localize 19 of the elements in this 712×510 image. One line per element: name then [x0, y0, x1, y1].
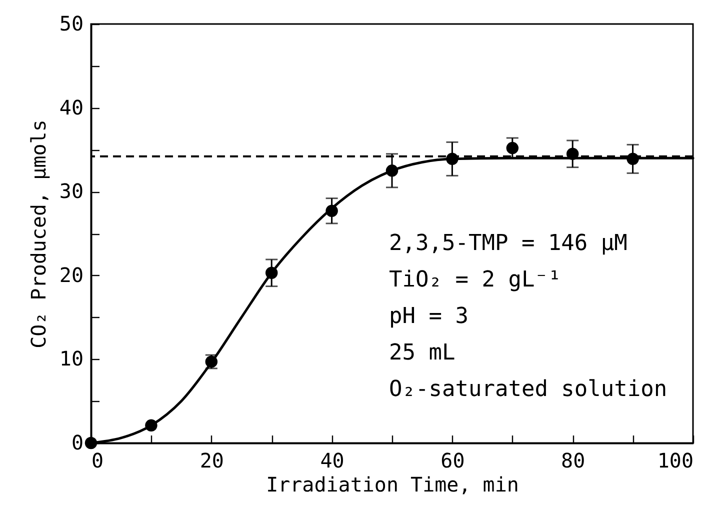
annotation: 2,3,5-TMP = 146 µM	[389, 231, 628, 256]
x-tick-label: 20	[200, 448, 224, 472]
y-tick-label: 50	[59, 12, 84, 36]
y-tick-label: 30	[59, 179, 84, 204]
y-tick-label: 20	[59, 262, 84, 287]
y-tick-label: 10	[59, 346, 84, 371]
x-tick-label: 80	[561, 448, 586, 472]
x-tick-label: 100	[657, 448, 694, 472]
y-axis-title: CO₂ Produced, µmols	[26, 120, 50, 348]
x-tick-label: 40	[320, 448, 344, 472]
y-tick-label: 0	[71, 430, 84, 454]
annotation: O₂-saturated solution	[389, 377, 668, 402]
annotation: pH = 3	[389, 304, 468, 329]
annotation: TiO₂ = 2 gL⁻¹	[389, 268, 562, 292]
x-tick-label: 60	[440, 448, 465, 472]
x-tick-label: 0	[92, 448, 104, 472]
annotation: 25 mL	[389, 340, 456, 366]
x-axis-title: Irradiation Time, min	[266, 472, 519, 496]
y-tick-label: 40	[59, 95, 84, 120]
